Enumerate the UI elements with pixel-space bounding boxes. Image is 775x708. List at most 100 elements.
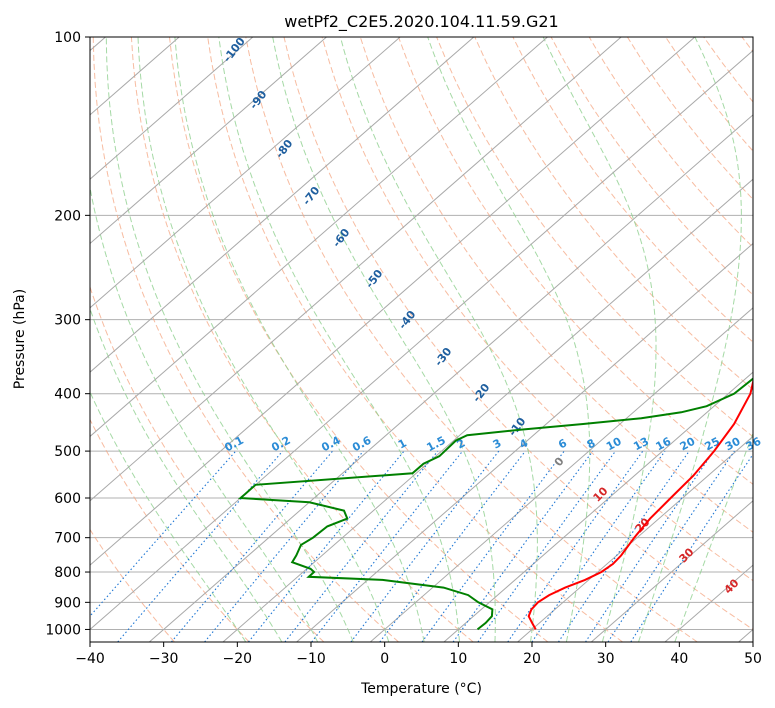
- x-tick-label: −20: [223, 651, 253, 667]
- dewpoint-line: [237, 377, 753, 631]
- isotherm: [590, 500, 753, 642]
- isotherm: [90, 37, 548, 438]
- dry-adiabat: [398, 37, 753, 485]
- isotherm: [517, 435, 753, 642]
- x-tick-label: −10: [296, 651, 326, 667]
- mixing-ratio-line: [284, 450, 439, 642]
- mixing-ratio-label: 8: [585, 436, 598, 451]
- isotherm: [90, 37, 475, 373]
- isotherm-label: -50: [363, 267, 386, 291]
- dry-adiabat: [436, 37, 753, 438]
- y-tick-label: 600: [54, 491, 81, 507]
- mixing-ratio-line: [421, 450, 565, 642]
- isotherm-label: -10: [506, 415, 529, 439]
- mixing-ratio-line: [557, 450, 690, 642]
- mixing-ratio-line: [452, 450, 594, 642]
- isotherm-label: -100: [221, 35, 248, 65]
- isotherm-label: -90: [247, 88, 270, 112]
- chart-title: wetPf2_C2E5.2020.104.11.59.G21: [284, 12, 558, 32]
- mixing-ratio-label: 3: [491, 436, 504, 451]
- x-tick-label: −40: [75, 651, 105, 667]
- moist-adiabat: [542, 37, 657, 642]
- dry-adiabat: [245, 37, 698, 642]
- x-axis-title: Temperature (°C): [360, 681, 482, 697]
- mixing-ratio-line: [531, 450, 666, 642]
- y-tick-label: 900: [54, 595, 81, 611]
- temperature-line: [527, 377, 753, 630]
- plot-frame: [89, 36, 754, 643]
- isotherm: [148, 114, 753, 642]
- background-lines: [90, 37, 753, 642]
- dry-adiabat: [703, 37, 753, 103]
- mixing-ratio-line: [247, 450, 405, 642]
- mixing-ratio-label: 13: [631, 435, 651, 454]
- x-axis: −40 −30 −20 −10 0 10 20 30 40 50: [75, 642, 762, 667]
- isotherm: [296, 242, 753, 642]
- moist-adiabat: [90, 390, 247, 642]
- dry-adiabat: [90, 528, 175, 642]
- dry-adiabat: [741, 37, 753, 53]
- dry-adiabat: [90, 285, 325, 642]
- y-tick-label: 700: [54, 531, 81, 547]
- mixing-ratio-line: [90, 450, 237, 617]
- mixing-ratio-label: 16: [654, 435, 674, 454]
- moist-adiabat: [174, 37, 425, 642]
- isotherm: [738, 628, 753, 642]
- dry-adiabat: [283, 37, 753, 631]
- moist-adiabat: [90, 184, 319, 642]
- isotherm: [90, 37, 622, 502]
- y-tick-label: 100: [54, 30, 81, 46]
- mixing-ratio-label: 4: [517, 436, 530, 451]
- x-tick-label: 50: [744, 651, 762, 667]
- moist-adiabat: [674, 431, 753, 642]
- mixing-ratio-label: 6: [556, 436, 569, 451]
- x-tick-label: 30: [597, 651, 615, 667]
- y-tick-label: 300: [54, 313, 81, 329]
- x-tick-label: 40: [670, 651, 688, 667]
- dry-adiabat: [130, 37, 474, 642]
- mixing-ratio-line: [170, 450, 334, 642]
- isotherm-label: -80: [273, 137, 296, 161]
- y-tick-label: 500: [54, 444, 81, 460]
- moist-adiabat: [272, 37, 496, 642]
- mixing-ratio-line: [379, 450, 526, 642]
- dry-adiabat: [474, 37, 753, 391]
- isotherm: [369, 307, 753, 642]
- isotherm: [443, 371, 753, 642]
- mixing-ratio-label: 10: [604, 435, 624, 454]
- mixing-ratio-labels: 0.1 0.2 0.4 0.6 1 1.5 2 3 4 6 8 10 13 16 20 25 30 36: [222, 434, 763, 455]
- isotherm: [222, 178, 753, 642]
- y-tick-label: 200: [54, 208, 81, 224]
- x-tick-label: 10: [449, 651, 467, 667]
- isotherm-label: 0: [552, 455, 567, 469]
- moist-adiabat: [339, 37, 538, 642]
- dry-adiabat: [321, 37, 753, 582]
- theta-label: 40: [722, 576, 742, 596]
- dry-adiabat: [169, 37, 549, 642]
- moist-adiabat: [105, 37, 354, 642]
- mixing-ratio-line: [585, 450, 715, 642]
- isotherm: [90, 37, 254, 180]
- isotherm: [90, 49, 753, 631]
- x-tick-label: 0: [380, 651, 389, 667]
- isotherm: [90, 37, 401, 309]
- y-tick-label: 400: [54, 387, 81, 403]
- mixing-ratio-line: [204, 450, 364, 642]
- dry-adiabat: [550, 37, 753, 296]
- theta-label: 30: [677, 545, 697, 565]
- moist-adiabat: [218, 37, 460, 642]
- mixing-ratio-label: 25: [702, 435, 722, 454]
- theta-label: 10: [591, 484, 611, 504]
- moist-adiabat: [427, 37, 591, 642]
- dry-adiabat: [207, 37, 623, 642]
- y-tick-label: 800: [54, 565, 81, 581]
- isotherm-label: -20: [470, 381, 493, 405]
- mixing-ratio-line: [630, 453, 753, 642]
- isotherm: [90, 37, 327, 245]
- x-tick-label: 20: [523, 651, 541, 667]
- isotherm-label: -40: [396, 308, 419, 332]
- mixing-ratio-line: [477, 450, 616, 642]
- isotherm-label: -60: [330, 226, 353, 250]
